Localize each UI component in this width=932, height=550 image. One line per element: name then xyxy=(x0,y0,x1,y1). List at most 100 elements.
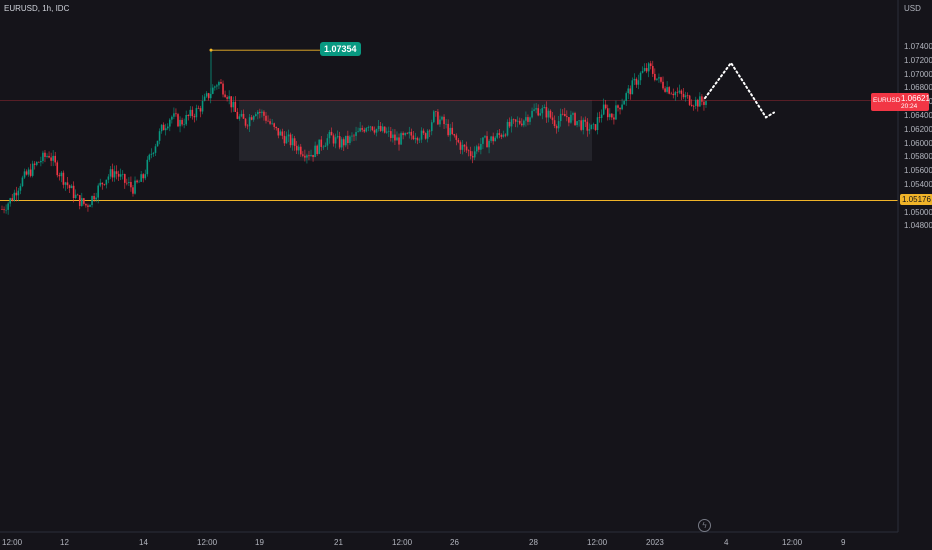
candle-body xyxy=(377,125,380,129)
price-tick: 1.05000 xyxy=(904,207,932,217)
candles xyxy=(1,50,707,215)
candle-body xyxy=(496,133,499,138)
consolidation-range-box xyxy=(239,100,592,161)
candle-body xyxy=(568,117,570,123)
candle-body xyxy=(9,198,11,204)
price-tick: 1.04800 xyxy=(904,221,932,231)
candle-body xyxy=(113,171,116,178)
candle-body xyxy=(604,104,607,109)
candle-body xyxy=(336,136,339,138)
candle-body xyxy=(160,124,163,132)
candle-body xyxy=(164,128,167,131)
candle-body xyxy=(105,179,108,185)
candle-body xyxy=(584,119,587,122)
candle-body xyxy=(310,154,312,157)
candle-body xyxy=(11,198,14,201)
current-price-countdown: 20:24 xyxy=(901,102,918,110)
candle-body xyxy=(578,120,580,122)
candle-body xyxy=(13,192,16,201)
candle-body xyxy=(457,139,460,143)
candle-body xyxy=(428,130,431,132)
candle-body xyxy=(46,155,48,157)
candle-body xyxy=(171,116,173,120)
candle-body xyxy=(140,174,142,182)
candle-body xyxy=(117,173,120,177)
candle-body xyxy=(692,105,695,107)
candle-body xyxy=(193,116,196,118)
projection-path xyxy=(704,61,775,119)
candle-body xyxy=(197,108,200,109)
candle-body xyxy=(189,109,192,117)
candle-body xyxy=(504,134,507,136)
candle-body xyxy=(404,132,406,136)
candle-body xyxy=(250,117,253,120)
lightning-icon[interactable]: ϟ xyxy=(698,519,711,532)
candle-body xyxy=(422,130,425,134)
candle-body xyxy=(672,93,675,96)
candle-body xyxy=(518,120,521,124)
candle-body xyxy=(506,121,509,136)
candle-body xyxy=(277,128,280,136)
candle-body xyxy=(473,151,476,158)
candle-body xyxy=(455,135,458,140)
candle-body xyxy=(5,209,7,211)
candle-body xyxy=(633,78,636,81)
candle-body xyxy=(531,110,533,118)
candle-body xyxy=(674,92,677,96)
candle-body xyxy=(58,175,61,177)
candle-body xyxy=(211,87,214,94)
candle-body xyxy=(285,136,288,144)
candle-body xyxy=(267,120,269,122)
candle-body xyxy=(17,190,20,196)
candle-body xyxy=(50,157,52,161)
candle-body xyxy=(606,108,609,118)
candle-body xyxy=(287,134,290,137)
candle-body xyxy=(338,136,341,148)
candle-body xyxy=(392,134,394,138)
candle-body xyxy=(355,132,357,136)
candle-body xyxy=(316,145,318,154)
candle-body xyxy=(64,182,67,185)
time-tick: 2023 xyxy=(646,538,664,547)
candle-body xyxy=(162,124,165,131)
candle-body xyxy=(572,113,574,115)
candle-body xyxy=(555,125,558,129)
candle-body xyxy=(621,104,623,110)
candle-body xyxy=(420,130,423,140)
candle-body xyxy=(365,128,368,132)
candle-body xyxy=(684,95,687,98)
candle-body xyxy=(281,131,284,136)
candle-body xyxy=(525,117,527,121)
candle-body xyxy=(7,203,9,210)
candle-body xyxy=(588,129,591,131)
candle-body xyxy=(263,111,265,116)
candle-body xyxy=(185,115,187,125)
candle-body xyxy=(93,195,95,200)
candle-body xyxy=(279,131,282,136)
candle-body xyxy=(678,90,681,93)
candle-body xyxy=(345,135,347,146)
candle-body xyxy=(430,122,433,132)
candle-body xyxy=(48,155,50,158)
candle-body xyxy=(676,92,679,93)
candle-body xyxy=(486,136,488,148)
time-tick: 4 xyxy=(724,538,729,547)
candle-body xyxy=(613,117,615,120)
price-tick: 1.06800 xyxy=(904,83,932,93)
candle-body xyxy=(549,110,552,118)
candle-body xyxy=(230,96,233,108)
candle-body xyxy=(44,152,46,157)
candle-body xyxy=(523,120,525,126)
price-tick: 1.07200 xyxy=(904,55,932,65)
candle-body xyxy=(87,205,89,207)
candle-body xyxy=(302,154,304,156)
candle-body xyxy=(40,160,42,163)
candle-body xyxy=(635,78,638,85)
candle-body xyxy=(701,96,703,102)
candle-body xyxy=(394,134,396,141)
candle-body xyxy=(144,174,147,179)
candle-body xyxy=(521,123,523,126)
candle-body xyxy=(664,88,666,92)
candle-body xyxy=(261,111,263,113)
